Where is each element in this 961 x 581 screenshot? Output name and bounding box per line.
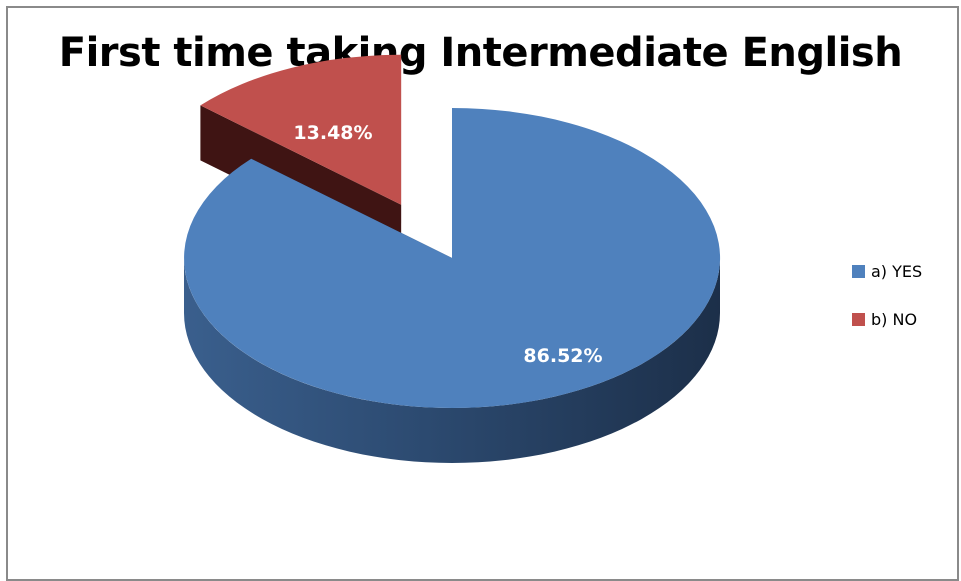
legend-label-no: b) NO — [871, 310, 917, 329]
legend-item-yes: a) YES — [852, 260, 922, 282]
legend-swatch-no — [852, 313, 865, 326]
data-label-yes: 86.52% — [523, 345, 602, 367]
legend-label-yes: a) YES — [871, 262, 922, 281]
legend: a) YES b) NO — [852, 260, 922, 356]
legend-item-no: b) NO — [852, 308, 922, 330]
data-label-no: 13.48% — [293, 122, 372, 144]
legend-swatch-yes — [852, 265, 865, 278]
